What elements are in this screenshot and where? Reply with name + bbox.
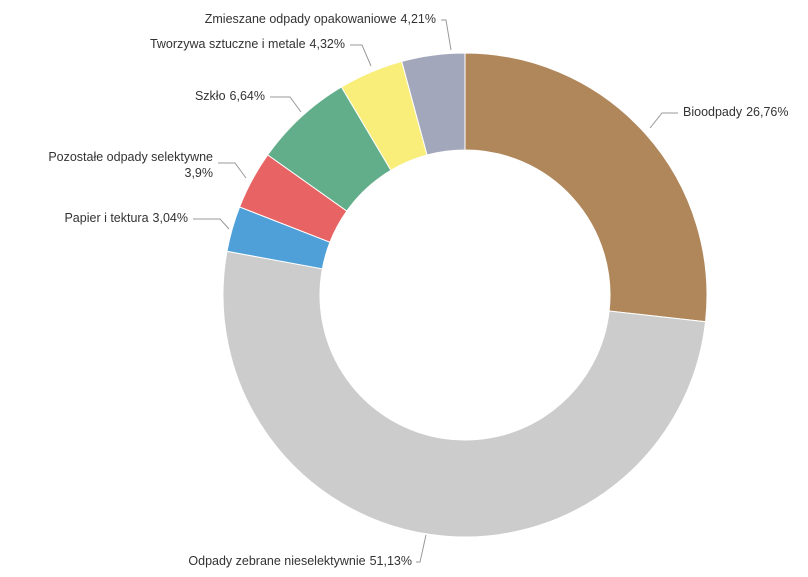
slice-label-name: Odpady zebrane nieselektywnie xyxy=(188,554,365,568)
donut-slice xyxy=(464,52,708,323)
slice-label-value: 3,9% xyxy=(185,166,214,180)
leader-line xyxy=(416,534,427,563)
slice-label-name: Tworzywa sztuczne i metale xyxy=(150,37,306,51)
slice-label: Odpady zebrane nieselektywnie 51,13% xyxy=(188,554,412,568)
slice-label: Szkło 6,64% xyxy=(195,89,265,103)
slice-label-name: Pozostałe odpady selektywne xyxy=(48,150,213,164)
slice-label: Pozostałe odpady selektywne 3,9% xyxy=(48,150,213,180)
slice-label: Papier i tektura 3,04% xyxy=(64,211,188,225)
slice-label-name: Bioodpady xyxy=(683,105,743,119)
leader-line xyxy=(350,44,372,67)
slice-label-name: Zmieszane odpady opakowaniowe xyxy=(205,12,397,26)
leader-line xyxy=(270,96,302,113)
leader-line xyxy=(193,218,230,230)
leader-line xyxy=(649,112,678,129)
slice-label-name: Szkło xyxy=(195,89,226,103)
slice-label: Tworzywa sztuczne i metale 4,32% xyxy=(150,37,345,51)
slice-label-value: 26,76% xyxy=(746,105,788,119)
slice-label-value: 4,32% xyxy=(310,37,345,51)
leader-line xyxy=(218,162,247,179)
slice-label-value: 51,13% xyxy=(370,554,412,568)
leader-line xyxy=(441,19,452,51)
donut-slice xyxy=(401,52,466,156)
slice-label-value: 4,21% xyxy=(401,12,436,26)
slice-label: Bioodpady 26,76% xyxy=(683,105,788,119)
slice-label-value: 6,64% xyxy=(230,89,265,103)
donut-slice xyxy=(222,250,707,538)
slice-label-name: Papier i tektura xyxy=(64,211,148,225)
slice-label-value: 3,04% xyxy=(153,211,188,225)
slice-label: Zmieszane odpady opakowaniowe 4,21% xyxy=(205,12,436,26)
